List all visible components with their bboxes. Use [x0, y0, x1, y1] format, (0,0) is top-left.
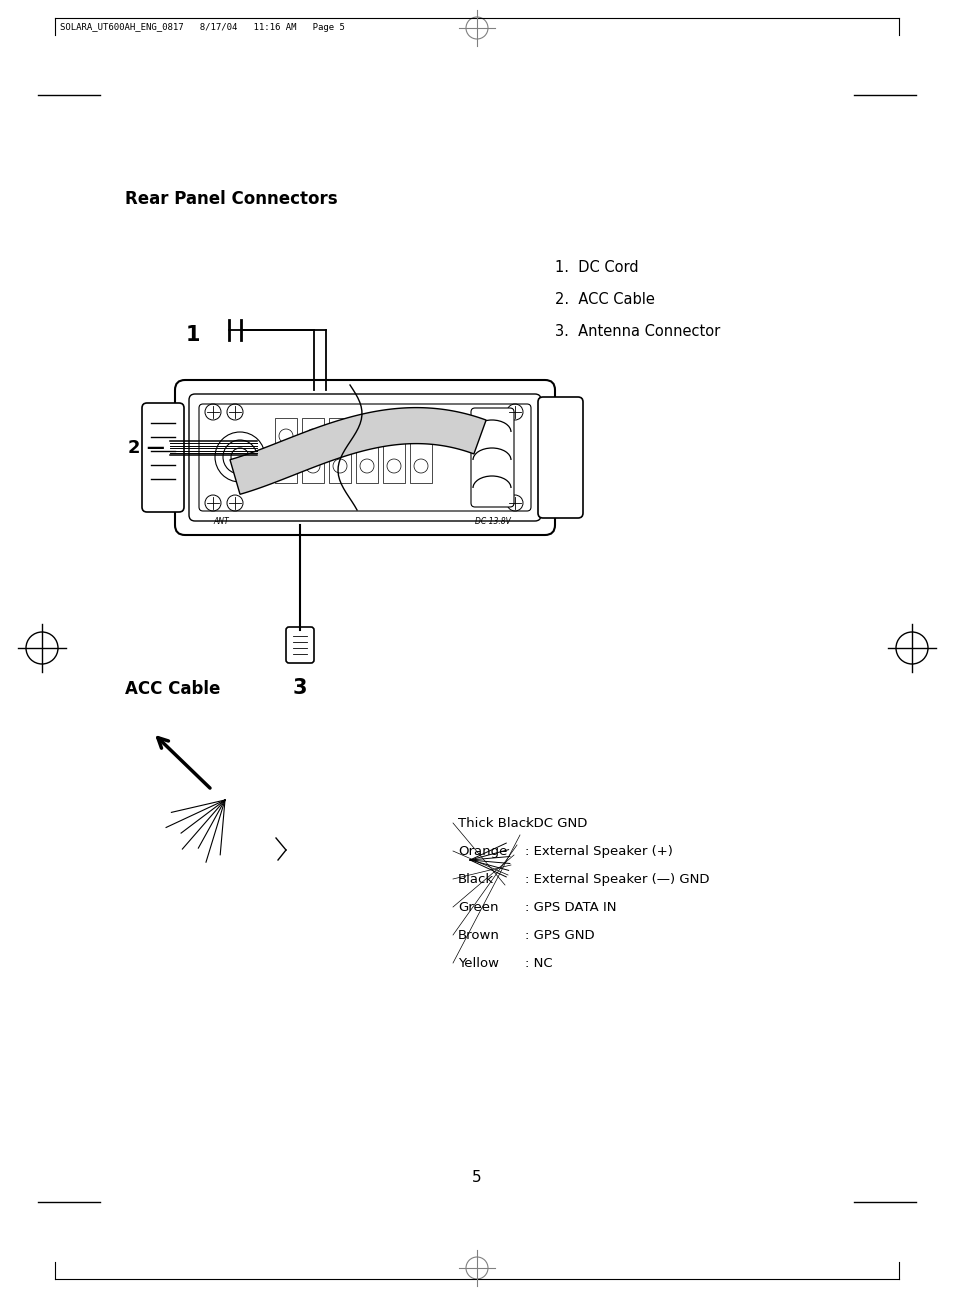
- Text: Brown: Brown: [457, 929, 499, 942]
- Bar: [382, 418, 405, 482]
- Text: DC 13.8V: DC 13.8V: [475, 518, 511, 527]
- Bar: [355, 418, 377, 482]
- Bar: [410, 418, 432, 482]
- Bar: [274, 418, 296, 482]
- Text: ACC Cable: ACC Cable: [125, 680, 220, 698]
- Text: : External Speaker (+): : External Speaker (+): [524, 846, 672, 859]
- Text: Black: Black: [457, 873, 494, 886]
- Text: 3: 3: [293, 678, 307, 698]
- FancyBboxPatch shape: [189, 394, 540, 521]
- FancyBboxPatch shape: [471, 409, 514, 507]
- Text: Green: Green: [457, 901, 498, 914]
- Bar: [329, 418, 351, 482]
- Text: 5: 5: [472, 1170, 481, 1185]
- FancyBboxPatch shape: [286, 626, 314, 663]
- Text: : DC GND: : DC GND: [524, 817, 587, 830]
- Text: Yellow: Yellow: [457, 957, 498, 970]
- FancyBboxPatch shape: [537, 397, 582, 518]
- Text: Rear Panel Connectors: Rear Panel Connectors: [125, 189, 337, 208]
- Text: : GPS DATA IN: : GPS DATA IN: [524, 901, 616, 914]
- Text: SOLARA_UT600AH_ENG_0817   8/17/04   11:16 AM   Page 5: SOLARA_UT600AH_ENG_0817 8/17/04 11:16 AM…: [60, 23, 345, 32]
- Polygon shape: [230, 407, 486, 494]
- Text: 1: 1: [185, 326, 200, 345]
- Text: : GPS GND: : GPS GND: [524, 929, 594, 942]
- Text: : External Speaker (—) GND: : External Speaker (—) GND: [524, 873, 709, 886]
- FancyBboxPatch shape: [142, 403, 184, 512]
- Text: 3.  Antenna Connector: 3. Antenna Connector: [555, 324, 720, 339]
- Text: : NC: : NC: [524, 957, 552, 970]
- FancyBboxPatch shape: [199, 403, 531, 511]
- Bar: [302, 418, 324, 482]
- Text: 1.  DC Cord: 1. DC Cord: [555, 259, 638, 275]
- Text: 2 —: 2 —: [128, 438, 165, 457]
- Text: ANT: ANT: [213, 518, 229, 527]
- Text: Orange: Orange: [457, 846, 507, 859]
- FancyBboxPatch shape: [174, 380, 555, 534]
- Text: 2.  ACC Cable: 2. ACC Cable: [555, 292, 654, 307]
- Text: Thick Black: Thick Black: [457, 817, 534, 830]
